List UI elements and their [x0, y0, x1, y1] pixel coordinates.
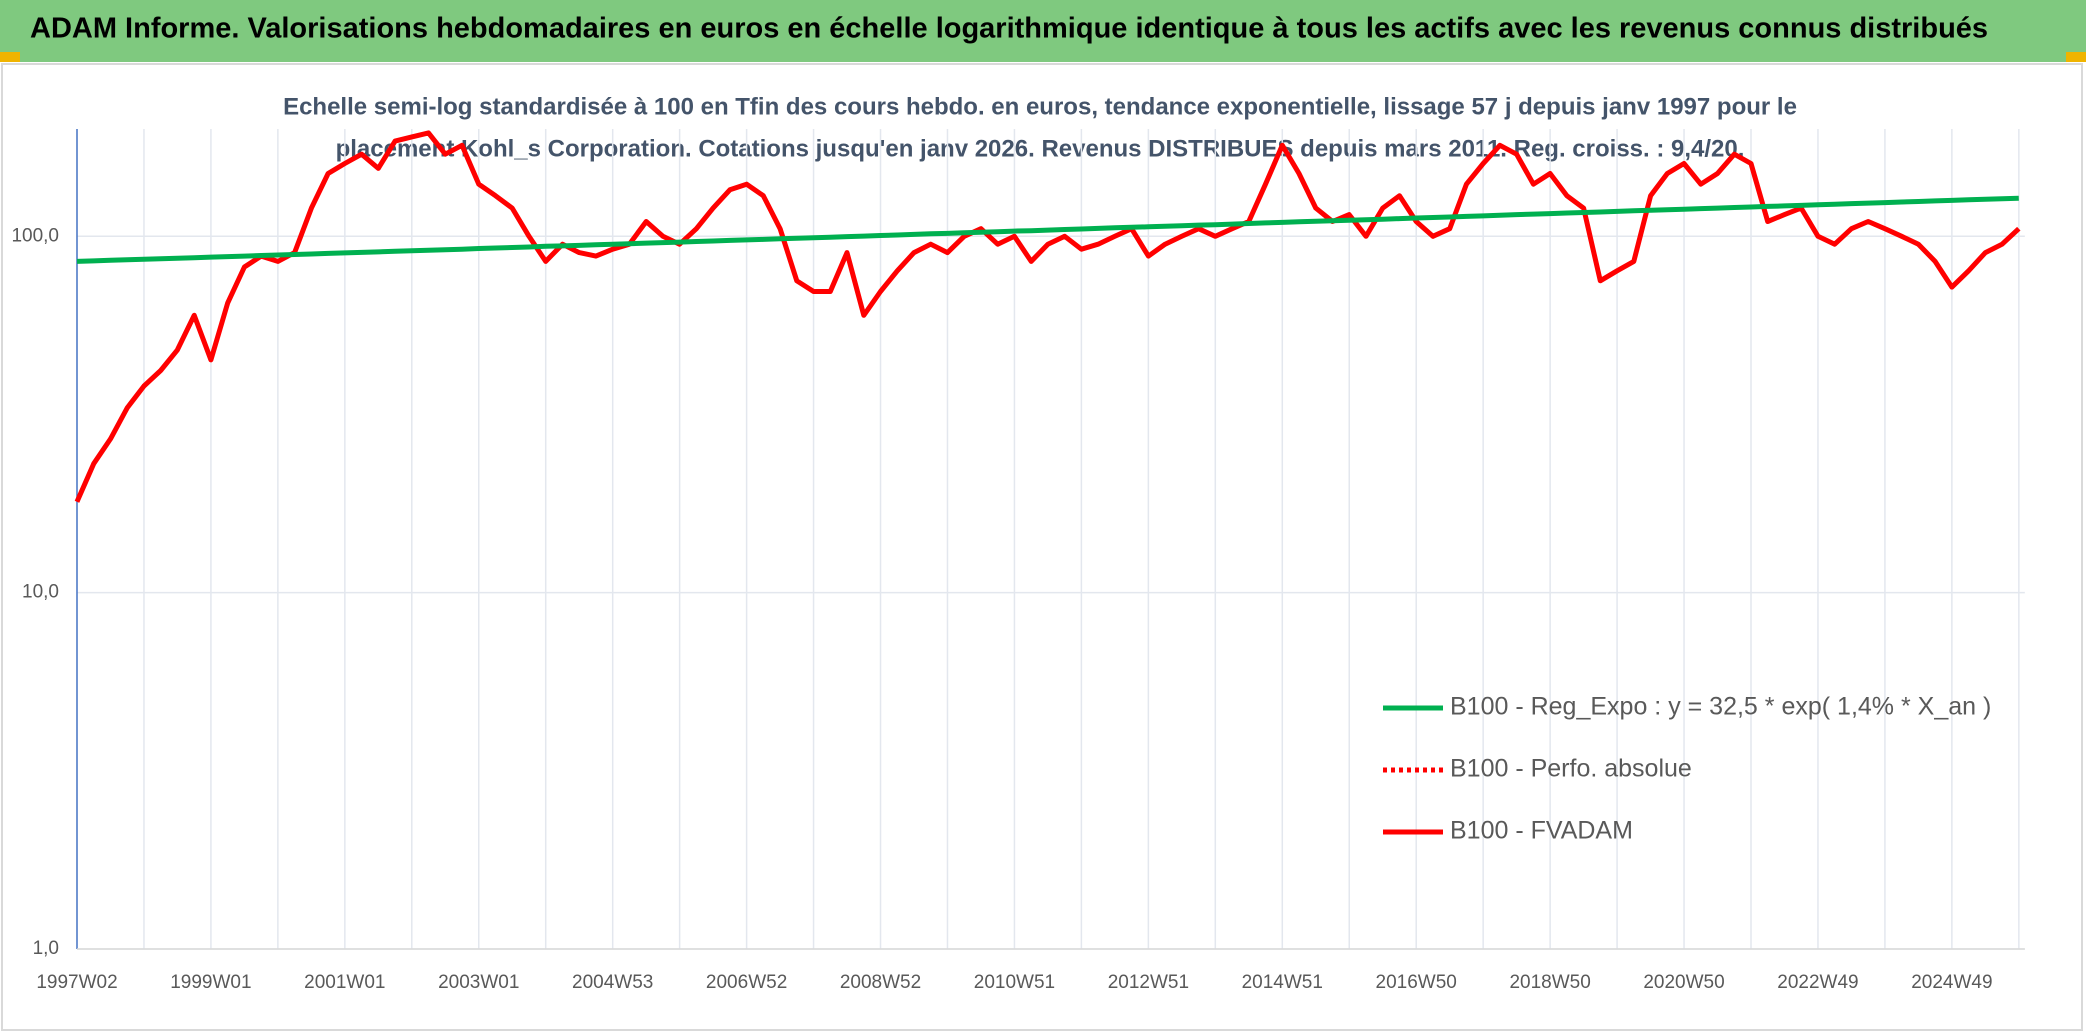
y-tick-label: 100,0 [11, 225, 59, 246]
legend-label: B100 - Reg_Expo : y = 32,5 * exp( 1,4% *… [1450, 693, 1991, 721]
chart-title: ADAM Informe. Valorisations hebdomadaire… [30, 13, 1988, 45]
x-tick-label: 2016W50 [1376, 972, 1457, 993]
x-tick-label: 2024W49 [1911, 972, 1992, 993]
y-tick-label: 10,0 [22, 582, 59, 603]
x-tick-label: 2014W51 [1242, 972, 1323, 993]
x-tick-label: 2018W50 [1509, 972, 1590, 993]
x-tick-label: 2001W01 [304, 972, 385, 993]
x-tick-label: 2020W50 [1643, 972, 1724, 993]
x-tick-label: 2003W01 [438, 972, 519, 993]
title-band [0, 0, 2086, 62]
x-tick-label: 1999W01 [170, 972, 251, 993]
legend-label: B100 - FVADAM [1450, 817, 1633, 845]
y-tick-label: 1,0 [33, 938, 59, 959]
legend-label: B100 - Perfo. absolue [1450, 755, 1692, 783]
x-tick-label: 2008W52 [840, 972, 921, 993]
corner-mark [0, 52, 20, 62]
corner-mark [2066, 52, 2086, 62]
x-tick-label: 2022W49 [1777, 972, 1858, 993]
x-tick-label: 1997W02 [36, 972, 117, 993]
chart-subtitle: Echelle semi-log standardisée à 100 en T… [283, 93, 1797, 120]
series-line [76, 195, 2019, 264]
x-tick-label: 2012W51 [1108, 972, 1189, 993]
x-tick-label: 2004W53 [572, 972, 653, 993]
series-line [75, 130, 2021, 503]
chart-subtitle: placement Kohl_s Corporation. Cotations … [336, 135, 1745, 162]
x-tick-label: 2006W52 [706, 972, 787, 993]
x-tick-label: 2010W51 [974, 972, 1055, 993]
chart-area [1, 63, 2083, 1031]
